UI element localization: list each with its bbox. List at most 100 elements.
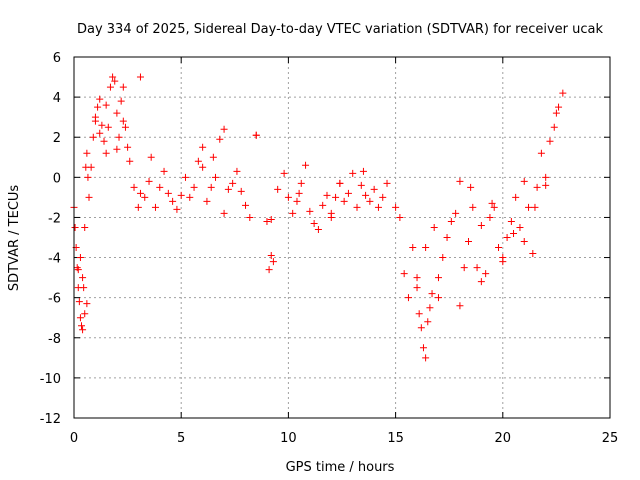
data-point xyxy=(552,109,560,117)
data-point xyxy=(327,209,335,217)
data-point xyxy=(141,193,149,201)
data-point xyxy=(265,266,273,274)
data-point xyxy=(529,250,537,258)
x-tick-label: 5 xyxy=(177,431,185,446)
data-point xyxy=(507,217,515,225)
data-point xyxy=(119,117,127,125)
data-point xyxy=(422,354,430,362)
data-point xyxy=(486,213,494,221)
data-point xyxy=(91,113,99,121)
data-point xyxy=(233,167,241,175)
grid-lines xyxy=(74,57,610,418)
data-point xyxy=(533,183,541,191)
data-point xyxy=(79,274,87,282)
data-point xyxy=(173,205,181,213)
data-point xyxy=(220,209,228,217)
data-point xyxy=(224,185,232,193)
data-point xyxy=(81,310,89,318)
data-point xyxy=(383,179,391,187)
data-point xyxy=(469,203,477,211)
y-tick-label: -6 xyxy=(48,292,61,307)
data-point xyxy=(443,234,451,241)
data-point xyxy=(525,203,533,211)
data-point xyxy=(336,179,344,187)
data-point xyxy=(267,215,275,223)
data-point xyxy=(353,203,361,211)
data-point xyxy=(537,149,545,157)
data-point xyxy=(503,234,511,241)
data-point xyxy=(126,157,134,165)
data-point xyxy=(119,83,127,91)
data-point xyxy=(495,244,503,252)
data-point xyxy=(319,201,327,209)
data-point xyxy=(488,199,496,207)
data-point xyxy=(102,149,110,157)
y-tick-label: 0 xyxy=(53,171,61,186)
data-point xyxy=(447,217,455,225)
data-point xyxy=(550,123,558,131)
y-tick-label: -4 xyxy=(48,252,61,267)
data-point xyxy=(374,203,382,211)
x-tick-label: 10 xyxy=(280,431,297,446)
data-point xyxy=(323,191,331,199)
data-point xyxy=(512,193,520,201)
data-point xyxy=(460,264,468,272)
data-point xyxy=(76,254,84,262)
data-point xyxy=(428,290,436,298)
data-point xyxy=(413,274,421,282)
y-tick-label: -8 xyxy=(48,332,61,347)
y-axis-label: SDTVAR / TECUs xyxy=(7,185,22,292)
data-point xyxy=(111,77,119,85)
data-point xyxy=(87,163,95,171)
data-point xyxy=(464,238,472,246)
data-point xyxy=(81,223,89,231)
data-point xyxy=(439,254,447,262)
y-tick-label: 4 xyxy=(53,91,61,106)
data-point xyxy=(267,252,275,260)
data-point xyxy=(177,191,185,199)
data-point xyxy=(169,197,177,205)
data-point xyxy=(136,73,144,81)
data-point xyxy=(379,193,387,201)
data-point xyxy=(482,270,490,278)
data-point xyxy=(194,157,202,165)
data-point xyxy=(212,173,220,181)
data-point xyxy=(456,177,464,185)
data-point xyxy=(559,89,567,97)
data-point xyxy=(269,258,277,266)
data-point xyxy=(96,95,104,103)
data-point xyxy=(252,131,260,139)
data-point xyxy=(78,322,86,330)
data-point xyxy=(417,324,425,332)
data-point xyxy=(340,197,348,205)
data-point xyxy=(199,143,207,151)
data-point xyxy=(229,179,237,187)
data-point xyxy=(274,185,282,193)
data-point xyxy=(542,173,550,181)
data-point xyxy=(430,223,438,231)
x-tick-label: 15 xyxy=(387,431,404,446)
data-point xyxy=(130,183,138,191)
data-point xyxy=(295,189,303,197)
data-point xyxy=(426,304,434,312)
data-point xyxy=(490,203,498,211)
x-axis-label: GPS time / hours xyxy=(286,460,395,475)
data-point xyxy=(366,197,374,205)
data-point xyxy=(203,197,211,205)
data-point xyxy=(297,179,305,187)
data-point xyxy=(452,209,460,217)
data-point xyxy=(207,183,215,191)
data-point xyxy=(546,137,554,145)
x-tick-label: 0 xyxy=(70,431,78,446)
data-point xyxy=(357,181,365,189)
data-point xyxy=(306,207,314,215)
data-point xyxy=(362,191,370,199)
data-point xyxy=(246,213,254,221)
data-point xyxy=(75,298,83,306)
data-point xyxy=(186,193,194,201)
data-point xyxy=(209,153,217,161)
y-tick-label: 2 xyxy=(53,131,61,146)
data-point xyxy=(151,203,159,211)
data-point xyxy=(392,203,400,211)
